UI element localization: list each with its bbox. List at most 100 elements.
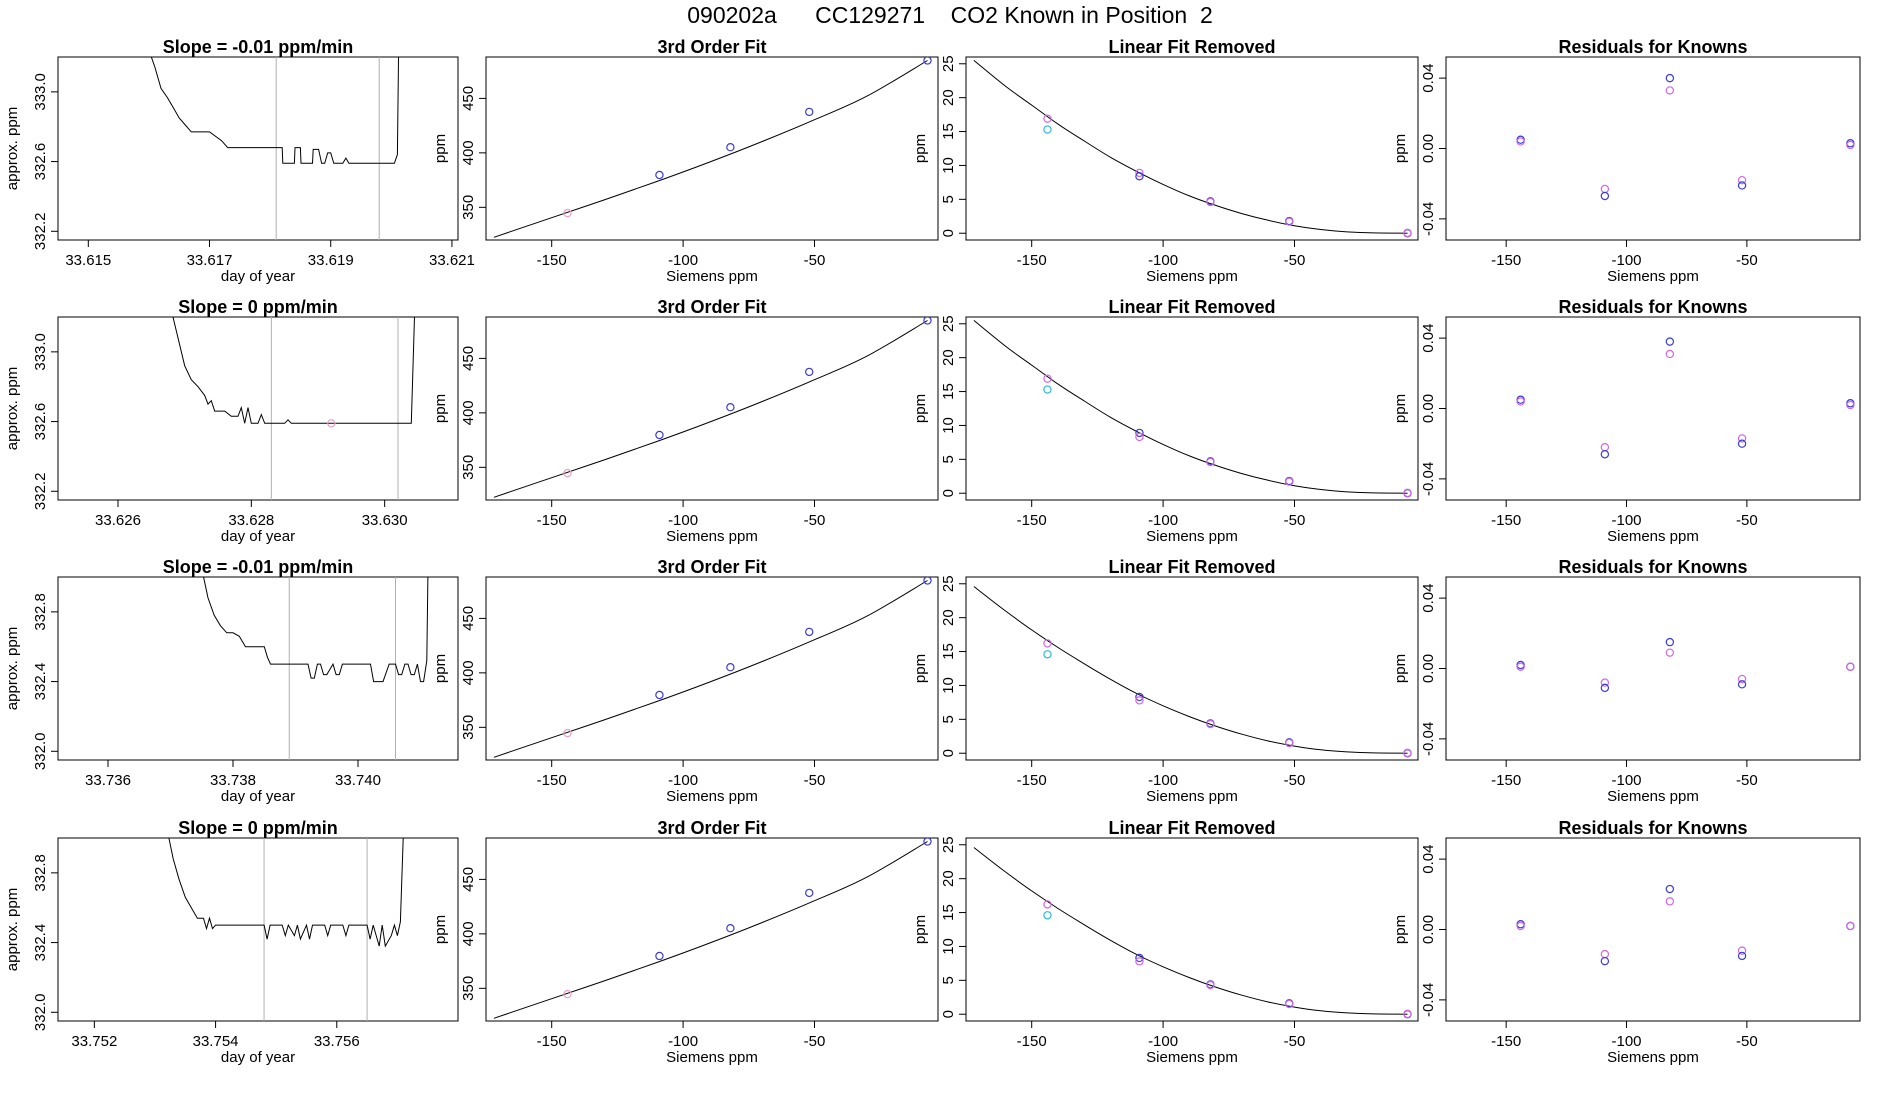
data-point xyxy=(1043,385,1052,394)
y-tick-label: 20 xyxy=(940,870,957,887)
x-tick-label: -150 xyxy=(1017,772,1047,789)
x-tick-label: 33.621 xyxy=(429,252,475,269)
x-tick-label: 33.630 xyxy=(362,512,408,529)
x-tick-label: -150 xyxy=(1491,772,1521,789)
y-tick-label: 5 xyxy=(940,715,957,723)
data-point xyxy=(655,430,664,440)
chart-title: Slope = -0.01 ppm/min xyxy=(163,37,354,57)
plot-content xyxy=(203,577,429,760)
x-axis-label: Siemens ppm xyxy=(1607,1049,1699,1066)
plot-content xyxy=(1516,637,1855,693)
data-point xyxy=(1846,140,1855,150)
y-tick-label: 450 xyxy=(460,867,477,892)
chart-title: Slope = -0.01 ppm/min xyxy=(163,557,354,577)
x-tick-label: -150 xyxy=(1491,1033,1521,1050)
x-tick-label: -100 xyxy=(1148,772,1178,789)
x-tick-label: -150 xyxy=(537,1033,567,1050)
plot-content xyxy=(973,60,1412,238)
data-point xyxy=(1206,457,1215,467)
plot-frame xyxy=(485,837,939,1022)
data-point xyxy=(1665,637,1675,647)
x-tick-label: 33.628 xyxy=(228,512,274,529)
y-tick-label: 332.0 xyxy=(32,733,49,771)
y-tick-label: 332.2 xyxy=(32,213,49,251)
data-point xyxy=(1737,175,1747,185)
plot-content xyxy=(493,57,932,238)
x-tick-label: 33.752 xyxy=(71,1033,117,1050)
data-point xyxy=(655,951,664,961)
fit-curve xyxy=(973,847,1408,1015)
plot-content xyxy=(1516,73,1855,201)
plot-frame xyxy=(965,576,1419,761)
y-tick-label: 400 xyxy=(460,400,477,425)
data-point xyxy=(1600,956,1610,966)
y-tick-label: 20 xyxy=(940,89,957,106)
data-point xyxy=(1846,400,1855,410)
data-point xyxy=(1737,434,1747,443)
chart-panel-3-4: Residuals for Knowns -150 -100 -50 -0.04 0.00… xyxy=(1392,557,1861,805)
x-tick-label: 33.617 xyxy=(187,252,233,269)
x-tick-label: -50 xyxy=(1284,1033,1306,1050)
chart-title: Residuals for Knowns xyxy=(1558,557,1747,577)
x-tick-label: -50 xyxy=(804,772,826,789)
data-point xyxy=(1600,191,1610,201)
plot-frame xyxy=(485,316,939,501)
y-tick-label: 5 xyxy=(940,455,957,463)
data-point xyxy=(1135,692,1144,702)
chart-panel-4-3: Linear Fit Removed -150 -100 -50 0 5 10 15 20 25 S… xyxy=(912,818,1419,1066)
data-point xyxy=(1600,184,1610,194)
fit-curve xyxy=(493,580,928,758)
chart-panel-4-1: Slope = 0 ppm/min 33.752 33.754 33.756 332.0… xyxy=(4,818,459,1066)
data-point xyxy=(726,142,735,152)
data-point xyxy=(1135,432,1144,442)
x-tick-label: 33.756 xyxy=(314,1033,360,1050)
y-axis-label: ppm xyxy=(1392,654,1409,683)
chart-panel-3-1: Slope = -0.01 ppm/min 33.736 33.738 33.740 3… xyxy=(4,557,459,805)
x-tick-label: -150 xyxy=(537,252,567,269)
data-point xyxy=(1665,73,1675,83)
y-tick-label: 333.0 xyxy=(32,73,49,111)
x-tick-label: 33.736 xyxy=(85,772,131,789)
x-tick-label: -50 xyxy=(1736,512,1758,529)
data-point xyxy=(1516,921,1525,931)
x-axis-label: Siemens ppm xyxy=(666,1049,758,1066)
data-point xyxy=(1665,349,1675,359)
plot-content xyxy=(168,838,404,1021)
y-tick-label: 0 xyxy=(940,1010,957,1018)
y-tick-label: 5 xyxy=(940,195,957,203)
data-point xyxy=(1285,738,1294,748)
chart-panel-1-4: Residuals for Knowns -150 -100 -50 -0.04 0.00… xyxy=(1392,37,1861,285)
chart-title: Slope = 0 ppm/min xyxy=(178,297,338,317)
data-point xyxy=(1403,1009,1412,1019)
x-tick-label: -50 xyxy=(1736,252,1758,269)
y-axis-label: ppm xyxy=(432,394,449,423)
chart-panel-1-2: 3rd Order Fit -150 -100 -50 350 400 450 Siemens… xyxy=(432,37,939,285)
chart-panel-4-4: Residuals for Knowns -150 -100 -50 -0.04 0.00… xyxy=(1392,818,1861,1066)
chart-title: 3rd Order Fit xyxy=(657,818,766,838)
data-point xyxy=(655,690,664,700)
y-tick-label: 5 xyxy=(940,976,957,984)
plot-frame xyxy=(57,576,459,761)
data-point xyxy=(1285,999,1294,1009)
data-point xyxy=(1285,217,1294,226)
y-tick-label: 400 xyxy=(460,660,477,685)
x-tick-label: -150 xyxy=(1491,252,1521,269)
plot-frame xyxy=(965,316,1419,501)
fit-curve xyxy=(493,320,928,498)
y-tick-label: -0.04 xyxy=(1420,722,1437,756)
y-axis-label: ppm xyxy=(912,394,929,423)
plot-content xyxy=(973,586,1412,758)
x-axis-label: day of year xyxy=(221,788,295,805)
data-point xyxy=(1043,374,1052,383)
data-point xyxy=(1135,957,1144,966)
fit-curve xyxy=(973,586,1408,754)
x-tick-label: 33.615 xyxy=(65,252,111,269)
y-tick-label: 10 xyxy=(940,157,957,174)
plot-frame xyxy=(1445,576,1861,761)
data-point xyxy=(1737,680,1747,689)
y-tick-label: -0.04 xyxy=(1420,462,1437,496)
x-axis-label: day of year xyxy=(221,1049,295,1066)
y-tick-label: -0.04 xyxy=(1420,983,1437,1017)
data-point xyxy=(1043,900,1052,909)
plot-content xyxy=(172,317,415,500)
